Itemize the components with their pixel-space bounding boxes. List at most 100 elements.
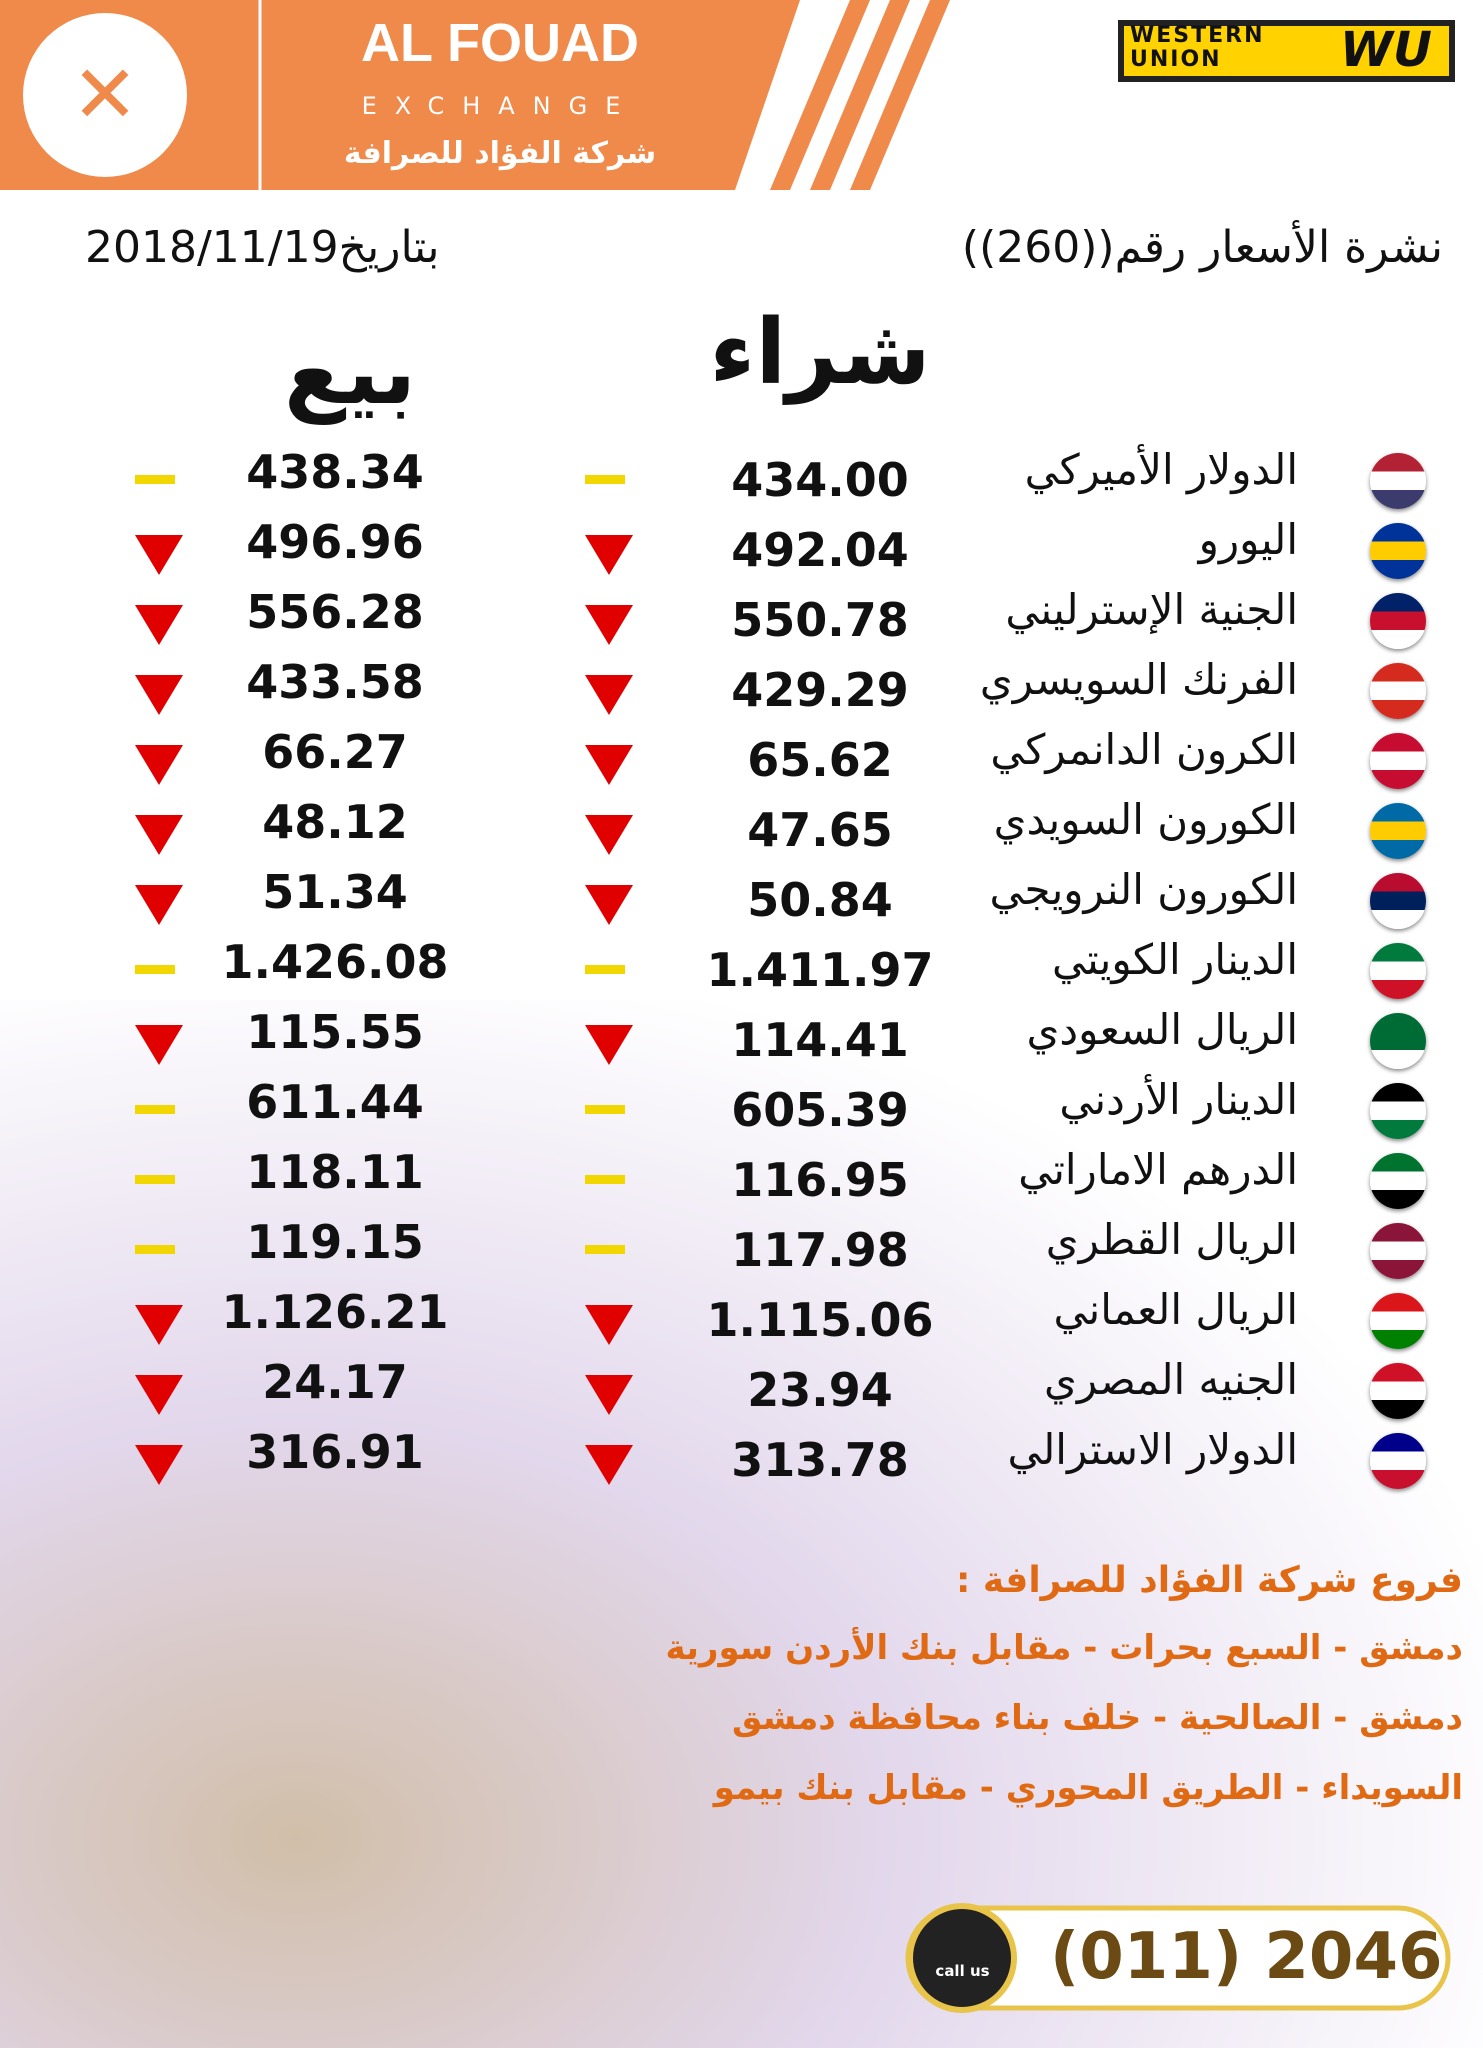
flag	[1370, 873, 1426, 929]
trend-down	[135, 1375, 183, 1415]
sell-rate: 496.96	[246, 515, 424, 569]
trend-down	[135, 535, 183, 575]
phone-pill	[905, 1903, 1451, 2013]
trend-down	[585, 1305, 633, 1345]
trend-down	[135, 675, 183, 715]
branch: دمشق - السبع بحرات - مقابل بنك الأردن سو…	[665, 1628, 1463, 1668]
flag	[1370, 663, 1426, 719]
trend-down	[135, 605, 183, 645]
background-photo	[0, 1000, 1483, 2048]
currency-name: الكورون النرويجي	[989, 865, 1298, 914]
sell-rate: 1.126.21	[221, 1285, 449, 1339]
flag	[1370, 1363, 1426, 1419]
sell-rate: 119.15	[246, 1215, 424, 1269]
wu-text-2: UNION	[1130, 47, 1222, 72]
currency-name: الفرنك السويسري	[979, 655, 1298, 704]
buy-rate: 429.29	[731, 663, 909, 717]
flag	[1370, 1433, 1426, 1489]
flag	[1370, 1223, 1426, 1279]
buy-rate: 605.39	[731, 1083, 909, 1137]
stripe	[810, 0, 910, 190]
flag	[1370, 803, 1426, 859]
sell-rate: 24.17	[262, 1355, 408, 1409]
trend-same	[585, 475, 625, 484]
trend-down	[135, 1445, 183, 1485]
sell-rate: 611.44	[246, 1075, 424, 1129]
trend-down	[135, 1305, 183, 1345]
sell-rate: 118.11	[246, 1145, 424, 1199]
flag	[1370, 1013, 1426, 1069]
wu-mark: WU	[1340, 22, 1432, 78]
flag	[1370, 523, 1426, 579]
trend-down	[585, 815, 633, 855]
trend-same	[585, 1105, 625, 1114]
currency-name: الدينار الأردني	[1059, 1075, 1298, 1124]
flag	[1370, 1293, 1426, 1349]
buy-rate: 23.94	[747, 1363, 893, 1417]
flag	[1370, 453, 1426, 509]
wu-text-1: WESTERN	[1130, 23, 1265, 48]
sell-rate: 316.91	[246, 1425, 424, 1479]
trend-same	[135, 965, 175, 974]
currency-name: الكورون السويدي	[993, 795, 1298, 844]
buy-rate: 50.84	[747, 873, 893, 927]
buy-rate: 1.411.97	[706, 943, 934, 997]
sell-rate: 48.12	[262, 795, 408, 849]
trend-same	[135, 1105, 175, 1114]
branch: دمشق - الصالحية - خلف بناء محافظة دمشق	[731, 1698, 1463, 1738]
brand-sub: EXCHANGE	[361, 92, 639, 120]
trend-down	[135, 745, 183, 785]
sell-rate: 66.27	[262, 725, 408, 779]
buy-rate: 492.04	[731, 523, 909, 577]
sell-rate: 51.34	[262, 865, 408, 919]
currency-name: الجنية الإسترليني	[1005, 585, 1298, 634]
currency-name: الدينار الكويتي	[1051, 935, 1298, 984]
header: ✕	[0, 0, 1455, 190]
buy-rate: 434.00	[731, 453, 909, 507]
currency-name: الدولار الأميركي	[1024, 445, 1298, 494]
currency-name: الجنيه المصري	[1043, 1355, 1298, 1404]
sell-rate: 438.34	[246, 445, 424, 499]
buy-rate: 116.95	[731, 1153, 909, 1207]
trend-down	[585, 675, 633, 715]
trend-down	[135, 1025, 183, 1065]
buy-rate: 114.41	[731, 1013, 909, 1067]
wu-text: WESTERN UNION	[1130, 24, 1265, 72]
buy-rate: 1.115.06	[706, 1293, 934, 1347]
currency-name: الدولار الاسترالي	[1007, 1425, 1298, 1474]
buy-rate: 550.78	[731, 593, 909, 647]
currency-name: اليورو	[1198, 515, 1298, 564]
flag	[1370, 1153, 1426, 1209]
buy-rate: 65.62	[747, 733, 893, 787]
brand: AL FOUAD	[361, 13, 639, 73]
flag	[1370, 943, 1426, 999]
trend-down	[585, 1025, 633, 1065]
currency-name: الريال السعودي	[1026, 1005, 1298, 1054]
logo-glyph: ✕	[71, 48, 138, 141]
branches-title: فروع شركة الفؤاد للصرافة :	[955, 1560, 1463, 1601]
currency-name: الريال العماني	[1053, 1285, 1299, 1334]
flag	[1370, 593, 1426, 649]
trend-down	[585, 535, 633, 575]
trend-same	[585, 965, 625, 974]
trend-same	[135, 1175, 175, 1184]
stripe	[850, 0, 950, 190]
bulletin-date: بتاريخ2018/11/19	[85, 222, 440, 273]
sell-header: بيع	[283, 320, 416, 425]
bulletin-title: نشرة الأسعار رقم((260))	[961, 222, 1443, 273]
brand-ar: شركة الفؤاد للصرافة	[343, 136, 657, 171]
trend-same	[135, 1245, 175, 1254]
phone: (011) 2046	[1050, 1920, 1443, 1994]
sell-rate: 1.426.08	[221, 935, 449, 989]
trend-down	[585, 885, 633, 925]
call-icon	[907, 1903, 1017, 2013]
sell-rate: 556.28	[246, 585, 424, 639]
currency-name: الدرهم الاماراتي	[1018, 1145, 1298, 1194]
trend-down	[135, 815, 183, 855]
buy-rate: 117.98	[731, 1223, 909, 1277]
branch: السويداء - الطريق المحوري - مقابل بنك بي…	[713, 1768, 1463, 1808]
call-label: call us	[935, 1962, 990, 1980]
buy-header: شراء	[709, 300, 931, 405]
trend-down	[585, 1445, 633, 1485]
